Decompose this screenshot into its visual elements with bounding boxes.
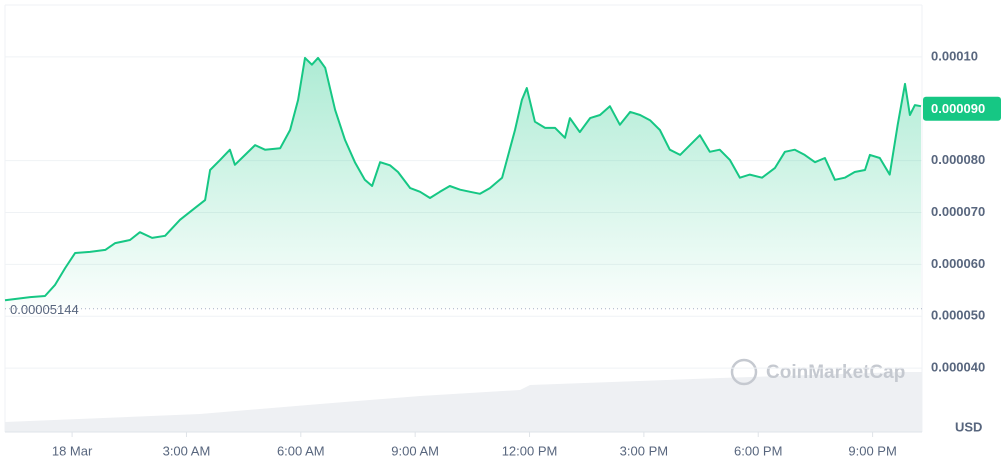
price-line (4, 56, 922, 302)
y-tick-label: 0.00010 (931, 48, 978, 63)
x-tick-label: 6:00 AM (277, 443, 325, 458)
watermark-logo (730, 358, 758, 386)
x-tick-label: 3:00 AM (163, 443, 211, 458)
x-tick-label: 9:00 PM (848, 443, 896, 458)
x-tick-label: 9:00 AM (391, 443, 439, 458)
y-tick-label: 0.000070 (931, 204, 985, 219)
current-price-label: 0.000090 (931, 101, 985, 116)
price-area (5, 57, 921, 309)
y-tick-label: 0.000050 (931, 308, 985, 323)
current-price-tag (923, 96, 1001, 121)
volume-area (5, 372, 922, 432)
x-tick-label: 12:00 PM (502, 443, 558, 458)
x-tick-label: 3:00 PM (620, 443, 668, 458)
baseline-label: 0.00005144 (10, 302, 79, 317)
watermark: CoinMarketCap (730, 358, 905, 386)
y-tick-label: 0.000060 (931, 256, 985, 271)
x-tick-label: 6:00 PM (734, 443, 782, 458)
x-tick-label: 18 Mar (52, 443, 93, 458)
y-tick-label: 0.000040 (931, 360, 985, 375)
y-tick-label: 0.000080 (931, 152, 985, 167)
currency-label: USD (955, 419, 982, 434)
watermark-text: CoinMarketCap (766, 362, 905, 383)
